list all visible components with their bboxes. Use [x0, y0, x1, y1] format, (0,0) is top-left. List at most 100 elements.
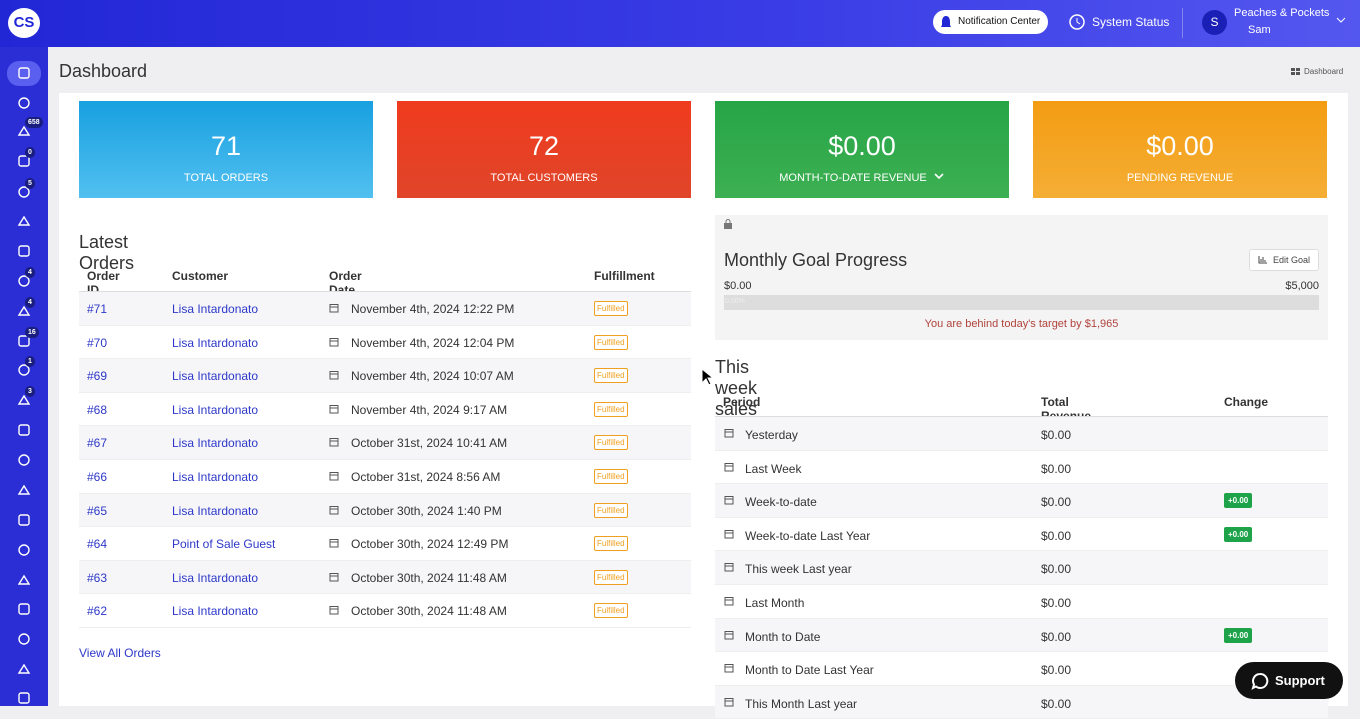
nav-icon[interactable] [17, 334, 31, 348]
nav-icon[interactable] [17, 96, 31, 110]
edit-goal-button[interactable]: Edit Goal [1249, 249, 1319, 271]
nav-icon[interactable] [17, 185, 31, 199]
order-id[interactable]: #67 [87, 436, 108, 451]
customer[interactable]: Lisa Intardonato [172, 402, 259, 417]
order-id[interactable]: #69 [87, 369, 108, 384]
lock-icon [724, 219, 732, 229]
nav-badge: 16 [25, 327, 39, 338]
order-id[interactable]: #71 [87, 302, 108, 316]
view-all-link[interactable]: View All Orders [79, 646, 161, 660]
notification-center[interactable]: Notification Center [933, 10, 1048, 34]
calendar-icon [329, 371, 339, 380]
nav-icon[interactable] [17, 393, 31, 407]
nav-icon[interactable] [17, 513, 31, 527]
nav-icon[interactable] [17, 573, 31, 587]
order-id[interactable]: #63 [87, 570, 108, 585]
order-date: November 4th, 2024 12:22 PM [351, 302, 515, 316]
nav-icon[interactable] [17, 154, 31, 168]
calendar-icon [329, 505, 339, 515]
customer[interactable]: Lisa Intardonato [172, 604, 259, 619]
nav-icon[interactable] [17, 124, 31, 138]
dropdown-icon[interactable] [933, 173, 945, 181]
customer[interactable]: Lisa Intardonato [172, 503, 259, 518]
calendar-icon [724, 563, 734, 572]
nav-badge: 658 [25, 117, 43, 128]
customer[interactable]: Lisa Intardonato [172, 436, 259, 451]
column-header: Fulfillment [594, 269, 655, 283]
order-id[interactable]: #64 [87, 537, 108, 552]
avatar[interactable]: S [1202, 10, 1227, 35]
order-date: October 30th, 2024 11:48 AM [351, 604, 507, 619]
stat-card[interactable]: $0.00 MONTH-TO-DATE REVENUE [715, 101, 1009, 198]
nav-icon[interactable] [17, 423, 31, 437]
stat-card[interactable]: 72 TOTAL CUSTOMERS [397, 101, 691, 198]
column-header: Customer [172, 269, 229, 283]
calendar-icon [329, 572, 339, 582]
table-row [79, 292, 691, 326]
chat-icon [1251, 672, 1269, 690]
logo[interactable]: CS [8, 8, 40, 38]
fulfillment-status: Fulfilled [594, 368, 628, 384]
calendar-icon [724, 529, 734, 539]
order-id[interactable]: #70 [87, 335, 108, 350]
order-id[interactable]: #65 [87, 503, 108, 518]
account-name[interactable]: Peaches & Pockets [1234, 7, 1330, 19]
calendar-icon [329, 539, 339, 548]
change-badge: +0.00 [1224, 493, 1253, 509]
nav-icon[interactable] [17, 543, 31, 557]
nav-icon[interactable] [17, 363, 31, 377]
table-row [79, 493, 691, 528]
customer[interactable]: Lisa Intardonato [172, 470, 259, 484]
goal-message: You are behind today's target by $1,965 [924, 318, 1119, 330]
nav-icon[interactable] [17, 274, 31, 288]
system-status[interactable]: System Status [1092, 15, 1170, 29]
order-id[interactable]: #66 [87, 470, 108, 484]
order-id[interactable]: #62 [87, 604, 108, 619]
order-id[interactable]: #68 [87, 402, 108, 417]
section-title: Latest Orders [79, 232, 135, 273]
calendar-icon [329, 304, 339, 313]
stat-card[interactable]: 71 TOTAL ORDERS [79, 101, 373, 198]
calendar-icon [724, 630, 734, 640]
stat-label: TOTAL CUSTOMERS [490, 172, 598, 184]
breadcrumb[interactable]: Dashboard [1304, 67, 1344, 76]
nav-icon[interactable] [17, 304, 31, 318]
nav-icon[interactable] [17, 632, 31, 646]
table-row [79, 594, 691, 628]
fulfillment-status: Fulfilled [594, 401, 628, 417]
support-button[interactable]: Support [1235, 662, 1343, 699]
table-row [79, 392, 691, 427]
stat-card[interactable]: $0.00 PENDING REVENUE [1033, 101, 1327, 198]
support-text: Support [1275, 673, 1325, 688]
chevron [1336, 17, 1346, 23]
fulfillment-status: Fulfilled [594, 569, 628, 585]
nav-icon[interactable] [17, 453, 31, 467]
nav-icon[interactable] [17, 214, 31, 228]
calendar-icon [329, 606, 339, 615]
nav-icon[interactable] [17, 691, 31, 705]
customer[interactable]: Point of Sale Guest [172, 537, 276, 552]
nav-icon[interactable] [17, 66, 31, 80]
goal-min: $0.00 [724, 280, 752, 292]
fulfillment-status: Fulfilled [594, 334, 628, 350]
nav-icon[interactable] [17, 602, 31, 616]
nav-icon[interactable] [17, 244, 31, 258]
calendar-icon [724, 462, 734, 472]
nav-icon[interactable] [17, 662, 31, 676]
table-row [79, 359, 691, 393]
nav-badge: 3 [25, 386, 35, 397]
period: Last Week [745, 461, 802, 476]
table-row [715, 417, 1328, 451]
customer[interactable]: Lisa Intardonato [172, 302, 259, 316]
nav-icon[interactable] [17, 483, 31, 497]
customer[interactable]: Lisa Intardonato [172, 570, 259, 585]
customer[interactable]: Lisa Intardonato [172, 335, 259, 350]
nav-badge: 0 [25, 147, 35, 158]
customer[interactable]: Lisa Intardonato [172, 369, 259, 384]
user-name: Sam [1248, 24, 1271, 36]
column-header: Period [723, 395, 761, 409]
period: Week-to-date [745, 495, 817, 510]
calendar-icon [329, 404, 339, 414]
sidebar: 658 0 5 4 4 16 1 3 [0, 47, 48, 706]
goal-title: Monthly Goal Progress [724, 250, 908, 270]
